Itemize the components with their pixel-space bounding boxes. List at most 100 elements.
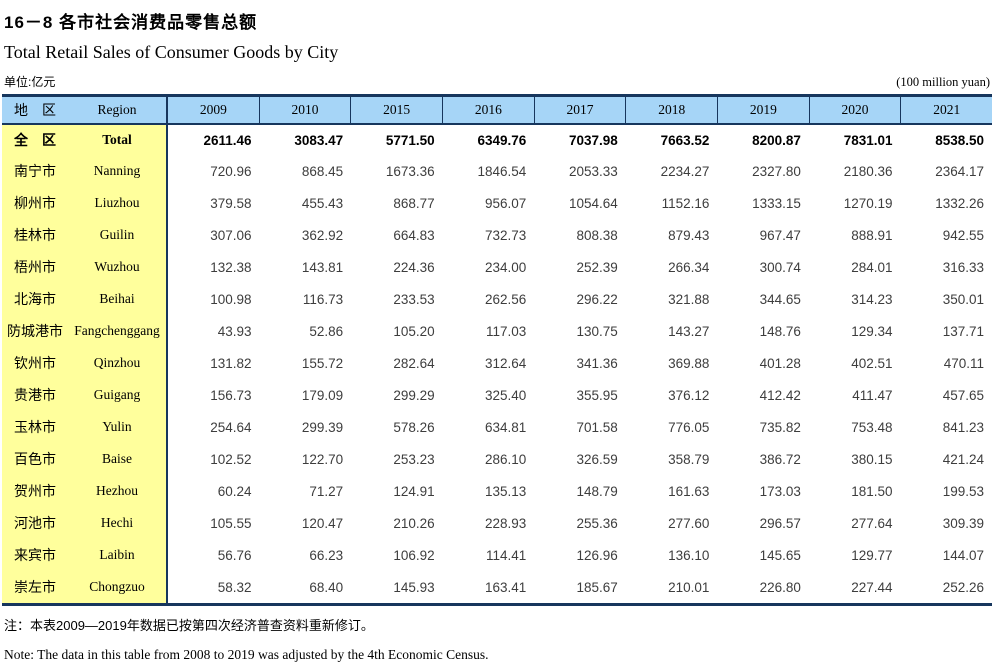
value-cell: 210.01 [668, 579, 710, 595]
region-cell: 钦州市 Qinzhou [2, 347, 168, 379]
value-cell: 967.47 [759, 227, 801, 243]
value-cell: 255.36 [576, 515, 618, 531]
value-cell: 326.59 [576, 451, 618, 467]
value-cell: 253.23 [393, 451, 435, 467]
value-cell: 226.80 [759, 579, 801, 595]
retail-sales-table: 地 区 Region 2009 2010 2015 2016 2017 2018 2019 2… [2, 94, 992, 606]
value-cell: 5771.50 [385, 132, 435, 148]
value-cell: 296.57 [759, 515, 801, 531]
value-cell: 120.47 [301, 515, 344, 531]
value-cell: 376.12 [668, 387, 710, 403]
value-cell: 1846.54 [477, 163, 527, 179]
value-cell: 1054.64 [569, 195, 618, 211]
value-cell: 129.77 [851, 547, 893, 563]
value-cell: 296.22 [576, 291, 618, 307]
value-cell: 148.79 [576, 483, 618, 499]
value-cell: 402.51 [851, 355, 893, 371]
value-cell: 578.26 [393, 419, 435, 435]
value-cell: 7037.98 [569, 132, 618, 148]
region-name-cn: 防城港市 [7, 323, 63, 339]
value-cell: 130.75 [576, 323, 618, 339]
value-cell: 148.76 [759, 323, 801, 339]
value-cell: 888.91 [851, 227, 893, 243]
value-cell: 106.92 [393, 547, 435, 563]
value-cell: 8200.87 [752, 132, 801, 148]
unit-label-cn: 单位:亿元 [4, 75, 56, 89]
value-cell: 299.29 [393, 387, 435, 403]
value-cell: 868.77 [393, 195, 435, 211]
value-cell: 316.33 [942, 259, 985, 275]
value-cell: 732.73 [484, 227, 527, 243]
region-cell: 梧州市 Wuzhou [2, 251, 168, 283]
region-name-en: Hechi [100, 515, 134, 530]
table-body: 全 区 Total 2611.46 3083.47 5771.50 6349.76 70… [2, 125, 992, 603]
value-cell: 2180.36 [843, 163, 893, 179]
value-cell: 956.07 [484, 195, 527, 211]
value-cell: 60.24 [217, 483, 252, 499]
value-cell: 143.81 [301, 259, 344, 275]
value-cell: 701.58 [576, 419, 618, 435]
value-cell: 252.26 [942, 579, 985, 595]
value-cell: 6349.76 [477, 132, 527, 148]
region-cell: 贺州市 Hezhou [2, 475, 168, 507]
value-cell: 325.40 [484, 387, 527, 403]
value-cell: 412.42 [759, 387, 801, 403]
value-cell: 2053.33 [569, 163, 618, 179]
value-cell: 735.82 [759, 419, 801, 435]
table-row: 崇左市 Chongzuo 58.32 68.40 145.93 163.41 185.6… [2, 571, 992, 603]
region-name-cn: 河池市 [14, 515, 56, 531]
year-column-header: 2018 [625, 97, 717, 123]
region-name-en: Guilin [99, 227, 135, 242]
value-cell: 2611.46 [203, 132, 252, 148]
region-name-cn: 百色市 [14, 451, 56, 467]
value-cell: 144.07 [942, 547, 985, 563]
value-cell: 224.36 [393, 259, 435, 275]
value-cell: 753.48 [851, 419, 893, 435]
value-cell: 358.79 [668, 451, 710, 467]
region-name-en: Hezhou [96, 483, 138, 498]
region-name-en: Wuzhou [94, 259, 140, 274]
region-name-en: Laibin [99, 547, 135, 562]
region-name-cn: 桂林市 [14, 227, 56, 243]
value-cell: 136.10 [668, 547, 710, 563]
region-cell: 来宾市 Laibin [2, 539, 168, 571]
value-cell: 634.81 [484, 419, 527, 435]
value-cell: 56.76 [217, 547, 252, 563]
region-cell: 防城港市 Fangchenggang [2, 315, 168, 347]
value-cell: 1152.16 [661, 195, 710, 211]
region-name-en: Beihai [99, 291, 135, 306]
table-row: 贵港市 Guigang 156.73 179.09 299.29 325.40 355.… [2, 379, 992, 411]
value-cell: 401.28 [759, 355, 801, 371]
value-cell: 210.26 [393, 515, 435, 531]
value-cell: 227.44 [851, 579, 893, 595]
value-cell: 124.91 [393, 483, 435, 499]
value-cell: 808.38 [576, 227, 618, 243]
value-cell: 100.98 [210, 291, 252, 307]
value-cell: 457.65 [942, 387, 985, 403]
value-cell: 2327.80 [752, 163, 801, 179]
region-cell: 崇左市 Chongzuo [2, 571, 168, 603]
year-column-header: 2019 [717, 97, 809, 123]
note-en: Note: The data in this table from 2008 t… [4, 647, 489, 662]
value-cell: 266.34 [668, 259, 710, 275]
value-cell: 720.96 [210, 163, 252, 179]
note-cn: 注：本表2009—2019年数据已按第四次经济普查资料重新修订。 [4, 618, 374, 633]
value-cell: 262.56 [484, 291, 527, 307]
value-cell: 455.43 [301, 195, 344, 211]
region-name-cn: 崇左市 [14, 579, 56, 595]
value-cell: 185.67 [576, 579, 618, 595]
region-name-cn: 玉林市 [14, 419, 56, 435]
value-cell: 307.06 [210, 227, 252, 243]
region-cell: 河池市 Hechi [2, 507, 168, 539]
region-name-cn: 柳州市 [14, 195, 56, 211]
region-name-cn: 来宾市 [14, 547, 56, 563]
value-cell: 252.39 [576, 259, 618, 275]
value-cell: 145.65 [759, 547, 801, 563]
value-cell: 228.93 [484, 515, 527, 531]
value-cell: 421.24 [942, 451, 985, 467]
value-cell: 199.53 [942, 483, 985, 499]
region-name-cn: 北海市 [14, 291, 56, 307]
notes-block: 注：本表2009—2019年数据已按第四次经济普查资料重新修订。 Note: T… [4, 615, 990, 663]
value-cell: 156.73 [210, 387, 252, 403]
value-cell: 664.83 [393, 227, 435, 243]
